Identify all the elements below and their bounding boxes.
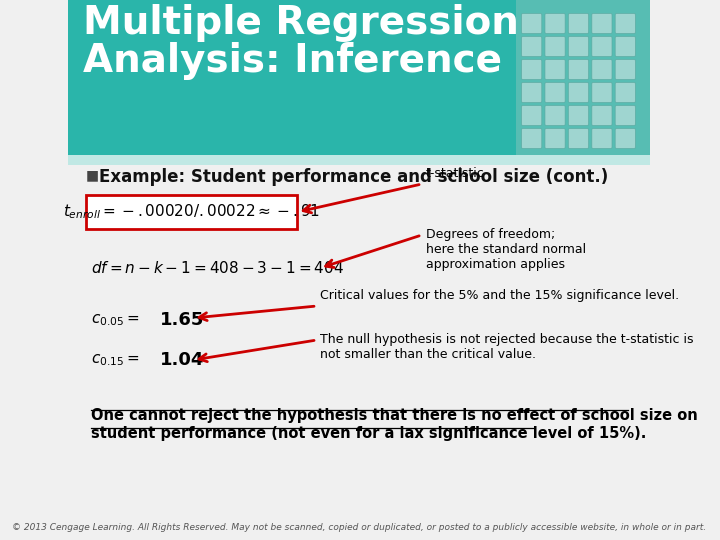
Text: Multiple Regression: Multiple Regression (83, 4, 518, 42)
FancyBboxPatch shape (592, 129, 612, 148)
Text: Critical values for the 5% and the 15% significance level.: Critical values for the 5% and the 15% s… (320, 289, 679, 302)
Text: Degrees of freedom;
here the standard normal
approximation applies: Degrees of freedom; here the standard no… (426, 228, 586, 271)
FancyBboxPatch shape (568, 105, 588, 125)
FancyBboxPatch shape (545, 59, 565, 79)
Text: 1.65: 1.65 (160, 311, 204, 329)
FancyBboxPatch shape (592, 37, 612, 57)
FancyBboxPatch shape (521, 59, 541, 79)
Text: $c_{0.05} =$: $c_{0.05} =$ (91, 312, 140, 328)
FancyBboxPatch shape (615, 83, 636, 103)
FancyBboxPatch shape (568, 83, 588, 103)
FancyBboxPatch shape (615, 14, 636, 33)
Text: 1.04: 1.04 (160, 351, 204, 369)
FancyBboxPatch shape (615, 37, 636, 57)
FancyBboxPatch shape (615, 105, 636, 125)
Text: student performance (not even for a lax significance level of 15%).: student performance (not even for a lax … (91, 426, 646, 441)
Text: t-statistic: t-statistic (426, 167, 485, 180)
FancyBboxPatch shape (545, 129, 565, 148)
FancyBboxPatch shape (545, 37, 565, 57)
Bar (86, 195, 297, 229)
Text: $c_{0.15} =$: $c_{0.15} =$ (91, 352, 140, 368)
Text: Analysis: Inference: Analysis: Inference (83, 42, 502, 80)
FancyBboxPatch shape (545, 105, 565, 125)
Text: $df = n - k - 1 = 408 - 3 - 1 = 404$: $df = n - k - 1 = 408 - 3 - 1 = 404$ (91, 260, 343, 276)
FancyBboxPatch shape (568, 37, 588, 57)
FancyBboxPatch shape (545, 83, 565, 103)
FancyBboxPatch shape (592, 59, 612, 79)
Text: One cannot reject the hypothesis that there is no effect of school size on: One cannot reject the hypothesis that th… (91, 408, 698, 423)
FancyBboxPatch shape (592, 14, 612, 33)
Text: © 2013 Cengage Learning. All Rights Reserved. May not be scanned, copied or dupl: © 2013 Cengage Learning. All Rights Rese… (12, 523, 706, 532)
FancyBboxPatch shape (615, 129, 636, 148)
FancyBboxPatch shape (521, 14, 541, 33)
FancyBboxPatch shape (615, 59, 636, 79)
Bar (68, 0, 649, 155)
Text: ■: ■ (86, 168, 99, 182)
FancyBboxPatch shape (592, 83, 612, 103)
FancyBboxPatch shape (521, 83, 541, 103)
FancyBboxPatch shape (521, 105, 541, 125)
Bar (516, 0, 649, 155)
Text: The null hypothesis is not rejected because the t-statistic is
not smaller than : The null hypothesis is not rejected beca… (320, 333, 693, 361)
FancyBboxPatch shape (521, 129, 541, 148)
FancyBboxPatch shape (592, 105, 612, 125)
Text: $t_{enroll} = -.00020/.00022 \approx -.91$: $t_{enroll} = -.00020/.00022 \approx -.9… (63, 202, 320, 221)
FancyBboxPatch shape (545, 14, 565, 33)
FancyBboxPatch shape (568, 14, 588, 33)
FancyBboxPatch shape (568, 129, 588, 148)
Bar (68, 155, 649, 165)
FancyBboxPatch shape (521, 37, 541, 57)
Text: Example: Student performance and school size (cont.): Example: Student performance and school … (99, 168, 608, 186)
FancyBboxPatch shape (568, 59, 588, 79)
